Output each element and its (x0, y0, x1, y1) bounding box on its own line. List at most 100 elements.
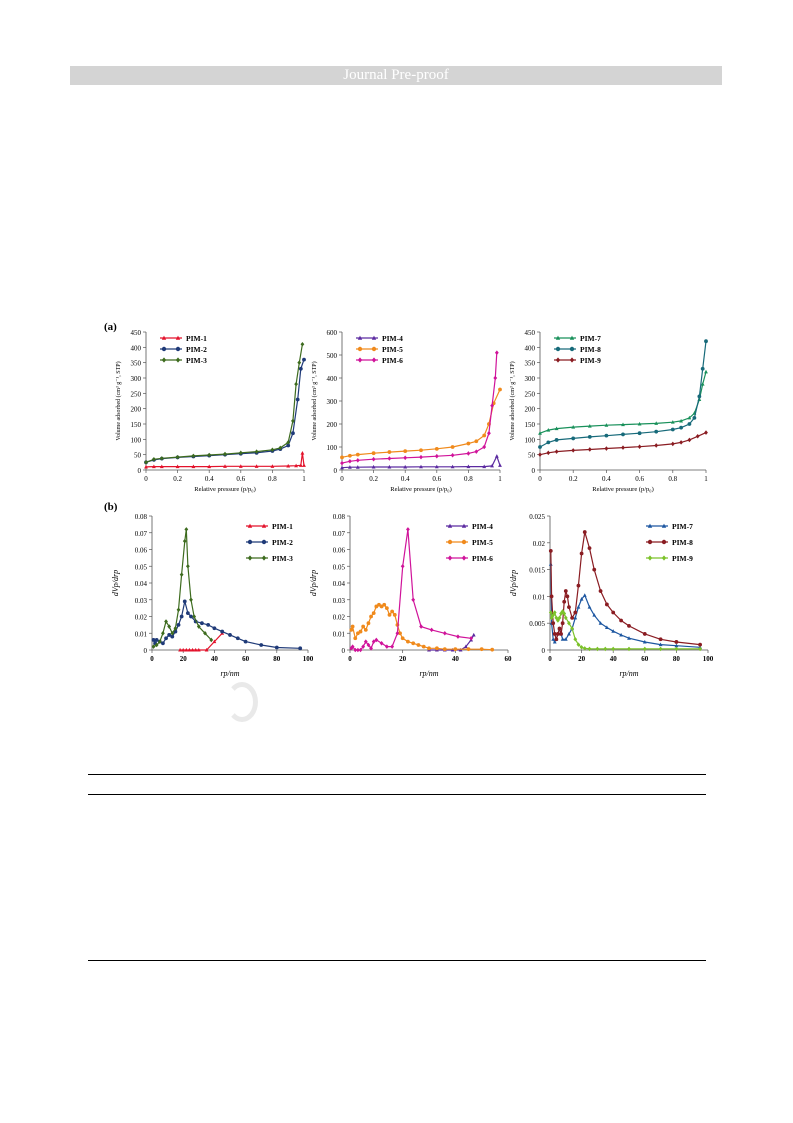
y-tick-label: 0.06 (135, 547, 148, 555)
y-tick-label: 450 (525, 329, 536, 337)
data-point (384, 606, 389, 611)
y-axis-label: dVp/drp (111, 570, 120, 596)
data-point (579, 596, 584, 601)
data-point (400, 636, 405, 641)
legend-entry-pim-3: PIM-3 (246, 554, 293, 563)
row-label-b: (b) (104, 501, 118, 513)
chart-a2: 0 100 200 300 400 500 600 0 0.2 0.4 0.6 0.8 1 Relativ… (311, 329, 502, 493)
data-point (658, 642, 663, 647)
data-point (176, 622, 181, 627)
data-point (587, 424, 592, 428)
data-point (254, 464, 259, 468)
legend-marker (569, 346, 575, 352)
data-point (587, 546, 592, 551)
legend-marker (647, 523, 653, 528)
data-point (196, 624, 201, 629)
data-point (490, 463, 494, 468)
x-tick-label: 100 (303, 655, 314, 663)
data-point (627, 636, 631, 640)
data-point (193, 647, 198, 652)
legend-marker (447, 539, 453, 545)
legend-label: PIM-4 (472, 522, 493, 531)
data-point (298, 366, 303, 371)
x-tick-label: 80 (673, 655, 681, 663)
series-pim-8 (538, 339, 708, 449)
data-point (487, 430, 491, 436)
data-point (698, 642, 702, 647)
y-tick-label: 100 (525, 436, 536, 444)
data-point (298, 463, 303, 467)
legend-marker (261, 523, 267, 528)
y-axis-label: dVp/drp (309, 570, 318, 596)
y-tick-label: 0.04 (333, 580, 346, 588)
table-rule-bottom (88, 960, 706, 961)
data-point (546, 440, 551, 445)
data-point (621, 432, 625, 437)
data-point (637, 431, 642, 436)
data-point (353, 647, 358, 653)
y-tick-label: 0.08 (333, 513, 346, 521)
data-point (179, 614, 184, 619)
data-point (604, 433, 609, 438)
data-point (466, 647, 471, 652)
data-point (570, 626, 575, 631)
legend-marker (357, 335, 363, 340)
series-pim-3 (151, 527, 214, 649)
data-point (353, 636, 358, 641)
data-point (679, 440, 683, 445)
x-tick-label: 100 (703, 655, 714, 663)
chart-a1: 0 50 100 150 200 250 300 350 400 450 0 0.2 0.4 0.6 0.8… (115, 329, 306, 493)
data-point (621, 445, 625, 450)
legend-entry-pim-7: PIM-7 (646, 522, 693, 531)
data-point (554, 438, 559, 442)
data-point (557, 626, 562, 631)
y-tick-label: 0.01 (135, 630, 148, 638)
data-point (379, 641, 384, 646)
series-pim-7 (548, 562, 702, 649)
chart-b3: 0 0.005 0.01 0.015 0.02 0.025 0 20 40 60 80 100 rp/n… (509, 513, 714, 678)
data-point (294, 463, 298, 468)
y-tick-label: 250 (525, 390, 536, 398)
watermark-mark (226, 682, 258, 722)
data-point (538, 431, 542, 435)
data-point (406, 639, 410, 644)
data-point (184, 647, 189, 652)
data-point (421, 644, 426, 649)
data-point (604, 625, 609, 630)
data-point (687, 437, 692, 443)
data-point (471, 632, 476, 637)
journal-banner: Journal Pre-proof (70, 66, 722, 85)
data-point (571, 424, 576, 429)
legend-label: PIM-9 (672, 554, 693, 563)
data-point (573, 615, 578, 620)
x-tick-label: 40 (610, 655, 618, 663)
series-line-pim-7 (550, 564, 701, 648)
data-point (670, 441, 675, 447)
y-axis-label: Volume adsorbed (cm³ g⁻¹, STP) (509, 361, 516, 440)
data-point (182, 538, 187, 544)
data-point (571, 436, 576, 441)
data-point (406, 527, 410, 532)
data-point (450, 445, 455, 449)
y-tick-label: 0.06 (333, 547, 346, 555)
data-point (704, 430, 708, 435)
x-tick-label: 40 (211, 655, 219, 663)
data-point (469, 635, 474, 641)
data-point (176, 607, 181, 613)
data-point (185, 563, 190, 569)
legend-entry-pim-8: PIM-8 (646, 538, 693, 547)
legend-marker (247, 523, 253, 528)
data-point (687, 415, 692, 420)
legend-marker (569, 357, 575, 363)
data-point (190, 647, 195, 652)
y-tick-label: 50 (528, 452, 536, 460)
data-point (355, 465, 360, 469)
data-point (340, 465, 344, 470)
y-tick-label: 0.03 (333, 597, 346, 605)
x-tick-label: 40 (452, 655, 460, 663)
data-point (562, 611, 567, 616)
series-line-pim-3 (145, 344, 303, 463)
data-point (189, 614, 193, 619)
legend-label: PIM-2 (272, 538, 293, 547)
y-tick-label: 0.015 (529, 567, 545, 575)
